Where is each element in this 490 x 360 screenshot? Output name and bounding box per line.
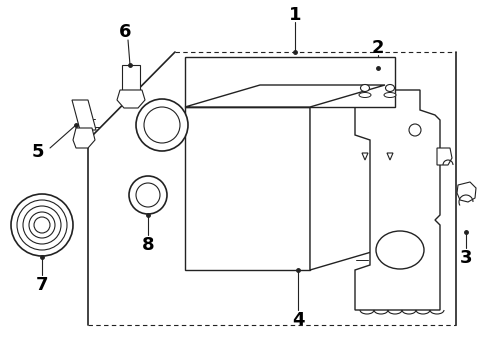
Ellipse shape — [17, 200, 67, 250]
Text: 8: 8 — [142, 236, 154, 254]
Polygon shape — [117, 90, 145, 108]
Ellipse shape — [376, 231, 424, 269]
Ellipse shape — [386, 85, 394, 91]
Text: 7: 7 — [36, 276, 48, 294]
Polygon shape — [185, 107, 310, 270]
Polygon shape — [387, 153, 393, 160]
Polygon shape — [355, 90, 440, 310]
Ellipse shape — [11, 194, 73, 256]
Text: 3: 3 — [460, 249, 472, 267]
Polygon shape — [437, 148, 452, 165]
Polygon shape — [362, 153, 368, 160]
Ellipse shape — [361, 85, 369, 91]
Polygon shape — [73, 128, 95, 148]
Ellipse shape — [359, 93, 371, 98]
Text: 2: 2 — [372, 39, 384, 57]
Ellipse shape — [144, 107, 180, 143]
Ellipse shape — [29, 212, 55, 238]
Polygon shape — [122, 65, 140, 90]
Ellipse shape — [136, 99, 188, 151]
Text: 4: 4 — [292, 311, 304, 329]
Text: 6: 6 — [119, 23, 131, 41]
Ellipse shape — [23, 206, 61, 244]
Polygon shape — [72, 100, 96, 130]
Ellipse shape — [129, 176, 167, 214]
Ellipse shape — [34, 217, 50, 233]
Polygon shape — [310, 85, 385, 270]
Polygon shape — [185, 57, 395, 107]
Ellipse shape — [384, 93, 396, 98]
Ellipse shape — [136, 183, 160, 207]
Ellipse shape — [409, 124, 421, 136]
Polygon shape — [185, 85, 385, 107]
Text: 1: 1 — [289, 6, 301, 24]
Text: 5: 5 — [32, 143, 44, 161]
Polygon shape — [457, 182, 476, 202]
